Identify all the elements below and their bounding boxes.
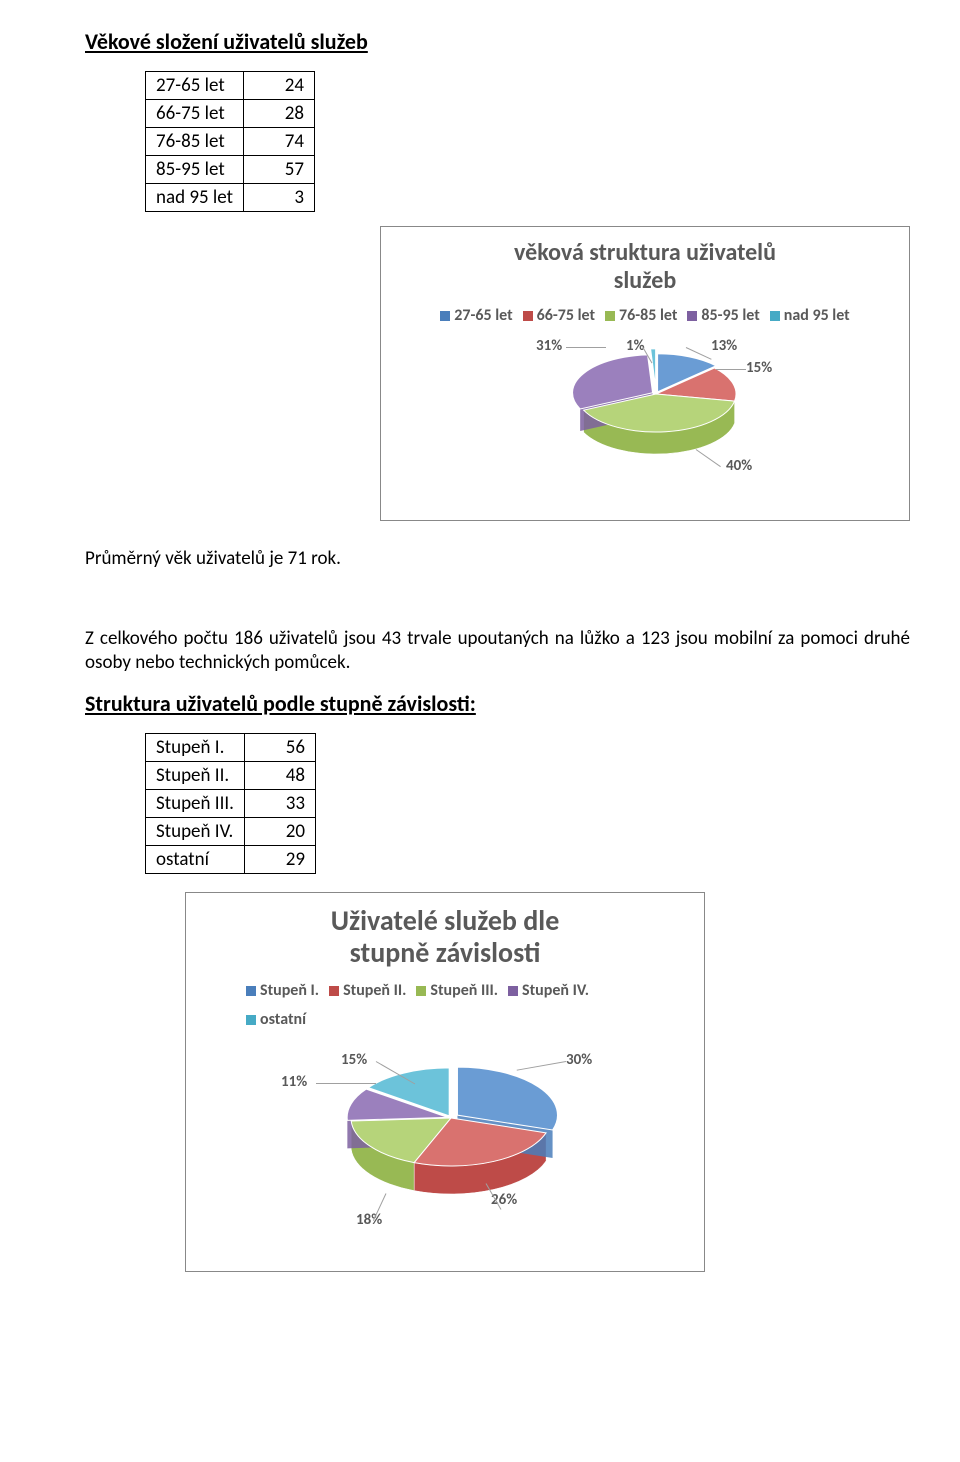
pie-chart-icon <box>186 1033 706 1233</box>
table-row: ostatní29 <box>146 846 316 874</box>
table-row: Stupeň I.56 <box>146 734 316 762</box>
legend-label: Stupeň IV. <box>522 981 589 1000</box>
chart-legend: Stupeň I. Stupeň II. Stupeň III. Stupeň IV.… <box>196 981 646 1029</box>
cell: Stupeň II. <box>146 762 245 790</box>
cell: 57 <box>244 156 315 184</box>
legend-swatch <box>523 311 533 321</box>
cell: 24 <box>244 72 315 100</box>
dependency-table: Stupeň I.56 Stupeň II.48 Stupeň III.33 S… <box>145 733 316 874</box>
pct-label: 1% <box>626 337 645 355</box>
age-chart: věková struktura uživatelů služeb 27-65 … <box>380 226 910 521</box>
pct-label: 40% <box>726 457 752 475</box>
pct-label: 18% <box>356 1211 382 1229</box>
legend-label: 27-65 let <box>454 306 512 325</box>
legend-label: 76-85 let <box>619 306 677 325</box>
legend-label: ostatní <box>260 1010 306 1029</box>
chart-title: věková struktura uživatelů služeb <box>391 239 899 294</box>
cell: 33 <box>244 790 315 818</box>
cell: ostatní <box>146 846 245 874</box>
section1-heading: Věkové složení uživatelů služeb <box>85 28 910 55</box>
table-row: Stupeň III.33 <box>146 790 316 818</box>
pie-area: 31% 1% 13% 15% 40% <box>381 329 909 520</box>
cell: Stupeň I. <box>146 734 245 762</box>
legend-swatch <box>687 311 697 321</box>
legend-swatch <box>416 986 426 996</box>
legend-item: 27-65 let <box>440 306 512 325</box>
cell: 48 <box>244 762 315 790</box>
cell: Stupeň IV. <box>146 818 245 846</box>
pct-label: 30% <box>566 1051 592 1069</box>
cell: 3 <box>244 184 315 212</box>
legend-item: Stupeň I. <box>246 981 319 1000</box>
legend-item: Stupeň III. <box>416 981 498 1000</box>
pct-label: 11% <box>281 1073 307 1091</box>
table-row: Stupeň IV.20 <box>146 818 316 846</box>
legend-label: Stupeň III. <box>430 981 498 1000</box>
table-row: 85-95 let57 <box>146 156 315 184</box>
table-row: Stupeň II.48 <box>146 762 316 790</box>
chart-title: Uživatelé služeb dle stupně závislosti <box>196 905 694 969</box>
legend-swatch <box>246 986 256 996</box>
legend-label: 85-95 let <box>701 306 759 325</box>
avg-age-text: Průměrný věk uživatelů je 71 rok. <box>85 547 910 572</box>
table-row: 27-65 let24 <box>146 72 315 100</box>
table-row: 66-75 let28 <box>146 100 315 128</box>
pct-label: 31% <box>536 337 562 355</box>
pct-label: 13% <box>711 337 737 355</box>
legend-item: ostatní <box>246 1010 306 1029</box>
paragraph: Z celkového počtu 186 uživatelů jsou 43 … <box>85 627 910 676</box>
legend-swatch <box>508 986 518 996</box>
legend-swatch <box>329 986 339 996</box>
dependency-chart: Uživatelé služeb dle stupně závislosti S… <box>185 892 705 1272</box>
legend-item: 66-75 let <box>523 306 595 325</box>
section2-heading: Struktura uživatelů podle stupně závislo… <box>85 690 910 717</box>
leader-line <box>716 369 746 370</box>
table-row: nad 95 let3 <box>146 184 315 212</box>
table-row: 76-85 let74 <box>146 128 315 156</box>
cell: 27-65 let <box>146 72 244 100</box>
legend-swatch <box>440 311 450 321</box>
leader-line <box>566 347 606 348</box>
legend-item: 85-95 let <box>687 306 759 325</box>
pct-label: 15% <box>746 359 772 377</box>
cell: 85-95 let <box>146 156 244 184</box>
chart-legend: 27-65 let 66-75 let 76-85 let 85-95 let nad … <box>391 306 899 325</box>
legend-item: nad 95 let <box>770 306 850 325</box>
cell: 20 <box>244 818 315 846</box>
cell: Stupeň III. <box>146 790 245 818</box>
cell: 74 <box>244 128 315 156</box>
legend-swatch <box>246 1015 256 1025</box>
cell: 29 <box>244 846 315 874</box>
legend-item: Stupeň II. <box>329 981 406 1000</box>
cell: 66-75 let <box>146 100 244 128</box>
legend-item: 76-85 let <box>605 306 677 325</box>
legend-label: Stupeň II. <box>343 981 406 1000</box>
legend-label: Stupeň I. <box>260 981 319 1000</box>
legend-swatch <box>770 311 780 321</box>
cell: 28 <box>244 100 315 128</box>
legend-item: Stupeň IV. <box>508 981 589 1000</box>
age-table: 27-65 let24 66-75 let28 76-85 let74 85-9… <box>145 71 315 212</box>
pie-area: 11% 15% 30% 26% 18% <box>186 1033 704 1271</box>
page: Věkové složení uživatelů služeb 27-65 le… <box>0 0 960 1462</box>
pct-label: 15% <box>341 1051 367 1069</box>
cell: nad 95 let <box>146 184 244 212</box>
legend-label: nad 95 let <box>784 306 850 325</box>
cell: 56 <box>244 734 315 762</box>
cell: 76-85 let <box>146 128 244 156</box>
legend-swatch <box>605 311 615 321</box>
legend-label: 66-75 let <box>537 306 595 325</box>
leader-line <box>316 1083 376 1084</box>
